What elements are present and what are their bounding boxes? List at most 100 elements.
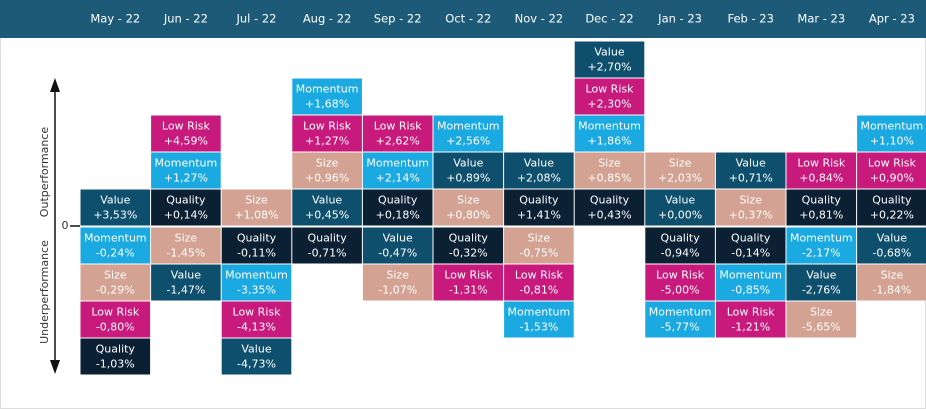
- factor-label: Low Risk: [727, 306, 776, 319]
- header-bar: [0, 0, 926, 38]
- value-label: -5,00%: [661, 284, 700, 297]
- factor-label: Size: [669, 157, 692, 170]
- cell: [80, 189, 151, 226]
- factor-label: Quality: [378, 194, 418, 207]
- month-label: Oct - 22: [445, 12, 491, 26]
- value-label: -1,84%: [872, 284, 911, 297]
- value-label: +0,18%: [376, 209, 420, 222]
- cell: [715, 301, 786, 338]
- value-label: -2,17%: [802, 247, 841, 260]
- cell: [433, 264, 504, 301]
- value-label: -1,03%: [96, 358, 135, 371]
- month-label: Aug - 22: [303, 12, 352, 26]
- cell: [857, 115, 926, 152]
- value-label: -0,85%: [731, 284, 770, 297]
- cell: [786, 264, 857, 301]
- cell: [433, 152, 504, 189]
- cell: [715, 189, 786, 226]
- cell: [715, 264, 786, 301]
- value-label: +2,08%: [517, 172, 561, 185]
- factor-label: Size: [810, 306, 833, 319]
- factor-label: Size: [175, 232, 198, 245]
- factor-label: Size: [245, 194, 268, 207]
- value-label: -3,35%: [237, 284, 276, 297]
- value-label: -0,94%: [661, 247, 700, 260]
- factor-label: Size: [881, 269, 904, 282]
- value-label: +1,08%: [234, 209, 278, 222]
- cell: [80, 227, 151, 264]
- value-label: +1,41%: [517, 209, 561, 222]
- cell: [715, 152, 786, 189]
- cell: [292, 152, 362, 189]
- value-label: +0,22%: [870, 209, 914, 222]
- cell: [574, 189, 645, 226]
- factor-label: Quality: [660, 232, 700, 245]
- factor-label: Low Risk: [656, 269, 705, 282]
- factor-label: Size: [386, 269, 409, 282]
- cell: [574, 78, 645, 115]
- value-label: +2,30%: [587, 98, 631, 111]
- month-label: Dec - 22: [585, 12, 633, 26]
- value-label: +0,84%: [799, 172, 843, 185]
- cell: [645, 264, 715, 301]
- cell: [292, 189, 362, 226]
- value-label: -1,31%: [449, 284, 488, 297]
- cell: [362, 264, 433, 301]
- cell: [574, 41, 645, 78]
- value-label: +0,89%: [446, 172, 490, 185]
- factor-label: Quality: [96, 343, 136, 356]
- month-label: Jul - 22: [236, 12, 277, 26]
- factor-label: Low Risk: [91, 306, 140, 319]
- value-label: -0,24%: [96, 247, 135, 260]
- cell: [433, 115, 504, 152]
- factor-label: Size: [457, 194, 480, 207]
- factor-label: Momentum: [366, 157, 429, 170]
- cell: [151, 115, 221, 152]
- value-label: +0,43%: [587, 209, 631, 222]
- value-label: -2,76%: [802, 284, 841, 297]
- factor-label: Momentum: [719, 269, 782, 282]
- value-label: +0,85%: [587, 172, 631, 185]
- cell: [221, 301, 292, 338]
- value-label: -0,14%: [731, 247, 770, 260]
- cell: [292, 115, 362, 152]
- factor-label: Low Risk: [586, 83, 635, 96]
- factor-label: Size: [598, 157, 621, 170]
- value-label: +0,81%: [799, 209, 843, 222]
- value-label: +3,53%: [93, 209, 137, 222]
- value-label: -1,45%: [166, 247, 205, 260]
- cell: [857, 264, 926, 301]
- factor-label: Momentum: [155, 157, 218, 170]
- factor-label: Size: [104, 269, 127, 282]
- cell: [645, 152, 715, 189]
- factor-label: Value: [453, 157, 483, 170]
- value-label: +2,03%: [658, 172, 702, 185]
- cell: [221, 264, 292, 301]
- value-label: +0,45%: [305, 209, 349, 222]
- factor-label: Value: [100, 194, 130, 207]
- cell: [504, 152, 574, 189]
- factor-label: Value: [736, 157, 766, 170]
- factor-label: Low Risk: [162, 120, 211, 133]
- value-label: +1,27%: [164, 172, 208, 185]
- value-label: +0,00%: [658, 209, 702, 222]
- value-label: +1,86%: [587, 135, 631, 148]
- factor-label: Momentum: [790, 232, 853, 245]
- factor-label: Value: [524, 157, 554, 170]
- cell: [362, 152, 433, 189]
- factor-label: Quality: [449, 232, 489, 245]
- value-label: -0,32%: [449, 247, 488, 260]
- upper-label: Outperformance: [38, 127, 51, 218]
- value-label: -1,21%: [731, 321, 770, 334]
- factor-label: Value: [171, 269, 201, 282]
- factor-label: Momentum: [578, 120, 641, 133]
- month-label: Apr - 23: [869, 12, 915, 26]
- value-label: +4,59%: [164, 135, 208, 148]
- value-label: -4,13%: [237, 321, 276, 334]
- cell: [504, 264, 574, 301]
- factor-label: Momentum: [649, 306, 712, 319]
- factor-label: Low Risk: [515, 269, 564, 282]
- factor-label: Momentum: [84, 232, 147, 245]
- cell: [151, 227, 221, 264]
- value-label: +0,14%: [164, 209, 208, 222]
